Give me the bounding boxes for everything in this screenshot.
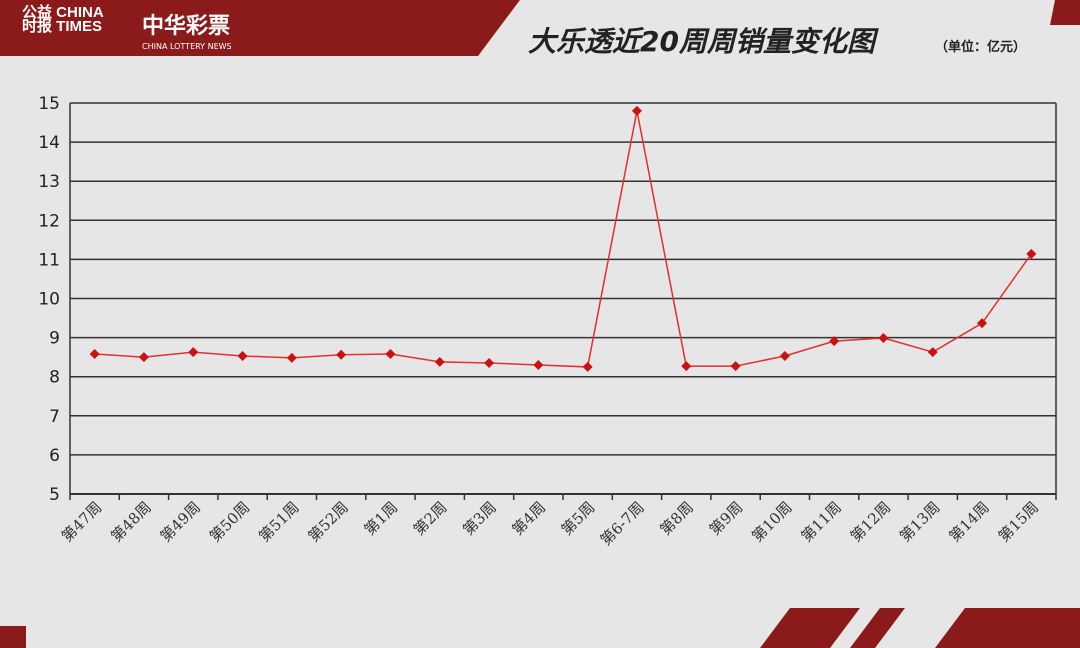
- x-tick-label: 第48周: [107, 498, 154, 545]
- series-line: [94, 110, 1032, 368]
- data-point: [188, 347, 199, 358]
- china-times-logo: 公益 CHINA 时报 TIMES: [22, 4, 104, 35]
- y-tick-label: 12: [38, 211, 60, 231]
- x-tick-label: 第47周: [58, 498, 105, 545]
- x-tick-label: 第13周: [896, 498, 943, 545]
- x-tick-label: 第49周: [157, 498, 204, 545]
- data-point: [927, 347, 938, 358]
- data-point: [286, 352, 297, 363]
- x-tick-label: 第50周: [206, 498, 253, 545]
- x-tick-label: 第8周: [656, 498, 697, 539]
- data-point: [484, 358, 495, 369]
- x-tick-label: 第52周: [305, 498, 352, 545]
- x-tick-label: 第51周: [255, 498, 302, 545]
- data-point: [829, 336, 840, 347]
- chart-unit: （单位：亿元）: [935, 40, 1027, 55]
- x-tick-label: 第2周: [410, 498, 451, 539]
- data-point: [385, 349, 396, 360]
- x-tick-label: 第12周: [847, 498, 894, 545]
- x-tick-label: 第9周: [706, 498, 747, 539]
- y-tick-label: 15: [38, 94, 60, 114]
- data-point: [681, 361, 692, 372]
- y-tick-label: 7: [49, 407, 60, 427]
- y-tick-label: 14: [38, 133, 60, 153]
- y-tick-label: 5: [49, 485, 60, 505]
- x-tick-label: 第3周: [459, 498, 500, 539]
- china-lottery-logo: 中华彩票 CHINA LOTTERY NEWS: [142, 14, 232, 51]
- data-point: [977, 318, 988, 329]
- y-tick-label: 11: [38, 250, 60, 270]
- x-tick-label: 第1周: [361, 498, 402, 539]
- header-banner: [0, 0, 1080, 56]
- data-point: [237, 350, 248, 361]
- x-tick-label: 第14周: [945, 498, 992, 545]
- data-point: [434, 356, 445, 367]
- data-point: [582, 361, 593, 372]
- x-tick-label: 第5周: [558, 498, 599, 539]
- x-tick-label: 第6-7周: [597, 498, 648, 549]
- data-point: [878, 332, 889, 343]
- data-point: [779, 350, 790, 361]
- y-tick-label: 6: [49, 446, 60, 466]
- data-point: [730, 361, 741, 372]
- data-point: [533, 359, 544, 370]
- x-tick-label: 第4周: [508, 498, 549, 539]
- y-tick-label: 13: [38, 172, 60, 192]
- x-tick-label: 第10周: [748, 498, 795, 545]
- data-point: [336, 349, 347, 360]
- y-tick-label: 10: [38, 290, 60, 310]
- data-point: [89, 349, 100, 360]
- y-tick-label: 9: [49, 329, 60, 349]
- x-tick-label: 第15周: [995, 498, 1042, 545]
- data-point: [1026, 248, 1037, 259]
- data-point: [631, 105, 642, 116]
- chart-title: 大乐透近20周周销量变化图: [528, 25, 875, 58]
- y-tick-label: 8: [49, 368, 60, 388]
- x-tick-label: 第11周: [798, 498, 845, 545]
- data-point: [138, 352, 149, 363]
